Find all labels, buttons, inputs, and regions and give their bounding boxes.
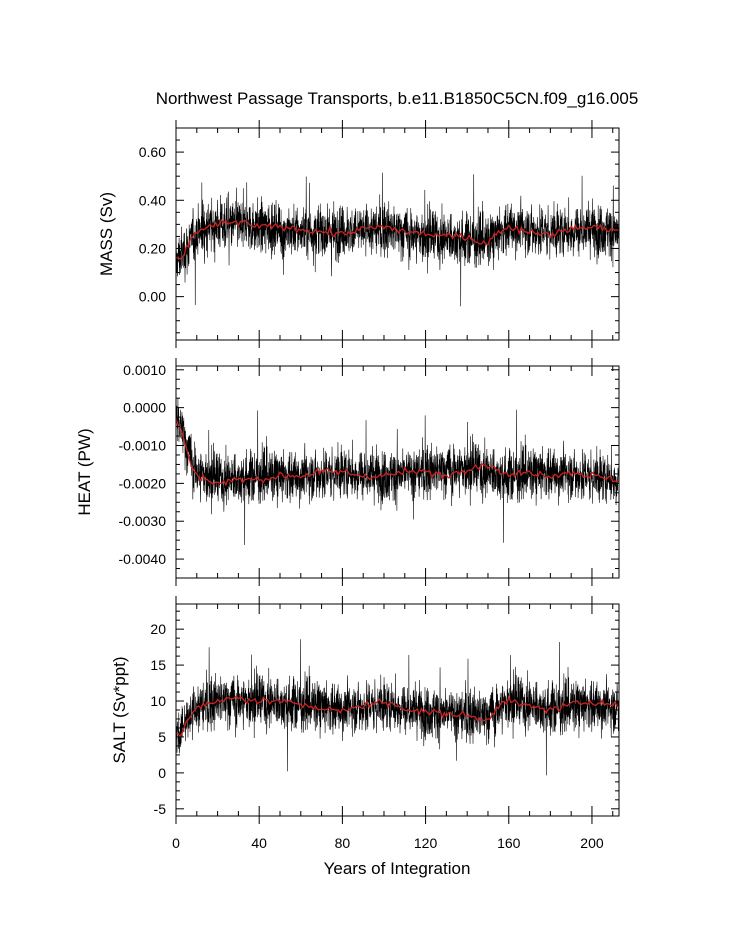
x-tick-label: 0 <box>172 835 180 851</box>
mass-y-tick-label: 0.20 <box>139 240 166 256</box>
x-axis-label: Years of Integration <box>324 859 471 878</box>
mass-y-tick-label: 0.40 <box>139 192 166 208</box>
x-tick-label: 40 <box>251 835 267 851</box>
x-tick-labels: 0 40 80 120 160 200 <box>172 835 604 851</box>
mass-annual-mean-line <box>175 218 620 260</box>
mass-monthly-series-line <box>175 172 620 307</box>
x-tick-label: 200 <box>580 835 604 851</box>
mass-y-tick-label: 0.00 <box>139 289 166 305</box>
salt-y-tick-label: 10 <box>150 693 166 709</box>
chart-title: Northwest Passage Transports, b.e11.B185… <box>156 89 639 108</box>
heat-y-tick-label: 0.0000 <box>123 400 166 416</box>
x-tick-label: 120 <box>414 835 438 851</box>
x-tick-label: 80 <box>335 835 351 851</box>
salt-panel: 20 15 10 5 0 -5 SALT (Sv*ppt) <box>110 596 620 824</box>
heat-annual-mean-line <box>175 418 620 487</box>
salt-monthly-series-line <box>175 639 620 776</box>
heat-y-tick-label: 0.0010 <box>123 362 166 378</box>
heat-y-tick-label: -0.0030 <box>119 513 167 529</box>
mass-plot-frame <box>175 127 620 341</box>
heat-plot-frame <box>175 365 620 579</box>
mass-panel: 0.60 0.40 0.20 0.00 MASS (Sv) <box>97 120 620 348</box>
salt-y-tick-label: 0 <box>158 765 166 781</box>
salt-y-tick-label: 5 <box>158 729 166 745</box>
salt-y-axis-label: SALT (Sv*ppt) <box>110 656 129 763</box>
heat-y-tick-label: -0.0010 <box>119 438 167 454</box>
mass-y-axis-label: MASS (Sv) <box>97 192 116 276</box>
heat-y-tick-label: -0.0040 <box>119 551 167 567</box>
heat-monthly-series-line <box>175 397 620 545</box>
x-tick-label: 160 <box>497 835 521 851</box>
heat-y-axis-label: HEAT (PW) <box>75 428 94 515</box>
salt-annual-mean-line <box>175 694 620 739</box>
heat-y-tick-label: -0.0020 <box>119 475 167 491</box>
mass-y-tick-label: 0.60 <box>139 144 166 160</box>
salt-y-tick-label: 20 <box>150 621 166 637</box>
salt-y-tick-label: 15 <box>150 657 166 673</box>
heat-panel: 0.0010 0.0000 -0.0010 -0.0020 -0.0030 -0.0040… <box>75 358 620 586</box>
salt-y-tick-label: -5 <box>154 801 167 817</box>
